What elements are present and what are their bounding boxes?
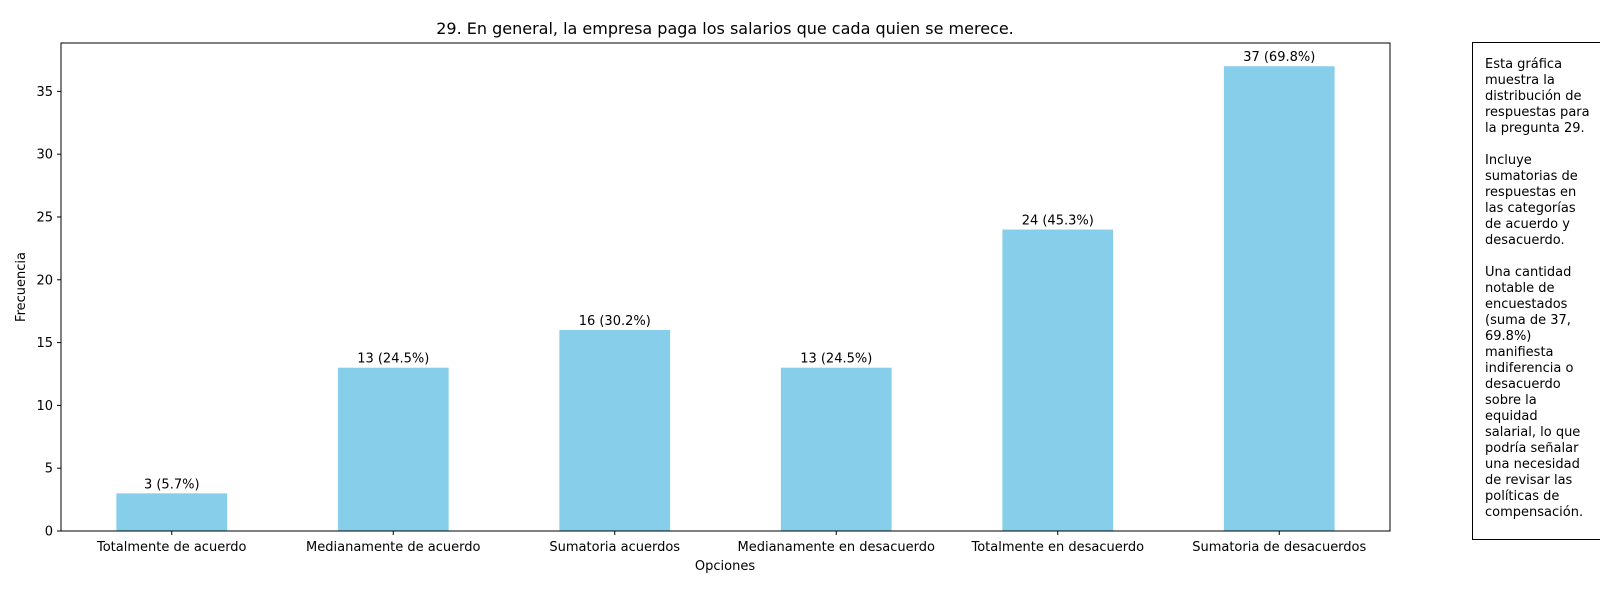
plot-frame <box>60 42 1391 532</box>
x-axis: Totalmente de acuerdo Medianamente de acu… <box>96 531 1367 555</box>
bar <box>1223 66 1335 531</box>
x-tick-label: Sumatoria acuerdos <box>549 540 680 555</box>
data-labels-layer: 3 (5.7%) 13 (24.5%) 16 (30.2%) 13 (24.5%) 24… <box>144 50 1315 492</box>
annotation-box: Esta gráfica muestra la distribución de … <box>1472 42 1600 540</box>
y-tick-label: 0 <box>45 525 53 540</box>
x-tick-label: Medianamente en desacuerdo <box>738 540 935 555</box>
bar <box>780 367 892 531</box>
chart-title: 29. En general, la empresa paga los sala… <box>436 19 1014 38</box>
bar-data-label: 3 (5.7%) <box>144 477 200 492</box>
y-axis: 0 5 10 15 20 25 30 35 <box>36 85 61 540</box>
bar <box>337 367 449 531</box>
x-tick-label: Totalmente en desacuerdo <box>970 540 1144 555</box>
bars-layer <box>116 66 1335 531</box>
y-tick-label: 10 <box>36 399 53 414</box>
y-tick-label: 35 <box>36 85 53 100</box>
y-tick-label: 5 <box>45 462 53 477</box>
y-tick-label: 25 <box>36 210 53 225</box>
x-axis-label: Opciones <box>695 559 755 574</box>
x-tick-label: Sumatoria de desacuerdos <box>1192 540 1366 555</box>
bar-data-label: 13 (24.5%) <box>800 352 872 367</box>
bar-data-label: 13 (24.5%) <box>357 352 429 367</box>
bar-data-label: 16 (30.2%) <box>579 314 651 329</box>
x-tick-label: Medianamente de acuerdo <box>306 540 480 555</box>
bar <box>1002 229 1114 531</box>
y-axis-label: Frecuencia <box>14 252 29 322</box>
y-tick-label: 30 <box>36 148 53 163</box>
y-tick-label: 15 <box>36 336 53 351</box>
bar-data-label: 37 (69.8%) <box>1243 50 1315 65</box>
y-tick-label: 20 <box>36 273 53 288</box>
annotation-text: Esta gráfica muestra la distribución de … <box>1485 57 1590 520</box>
bar <box>116 493 228 531</box>
x-tick-label: Totalmente de acuerdo <box>96 540 247 555</box>
bar-data-label: 24 (45.3%) <box>1022 214 1094 229</box>
bar <box>559 330 671 531</box>
